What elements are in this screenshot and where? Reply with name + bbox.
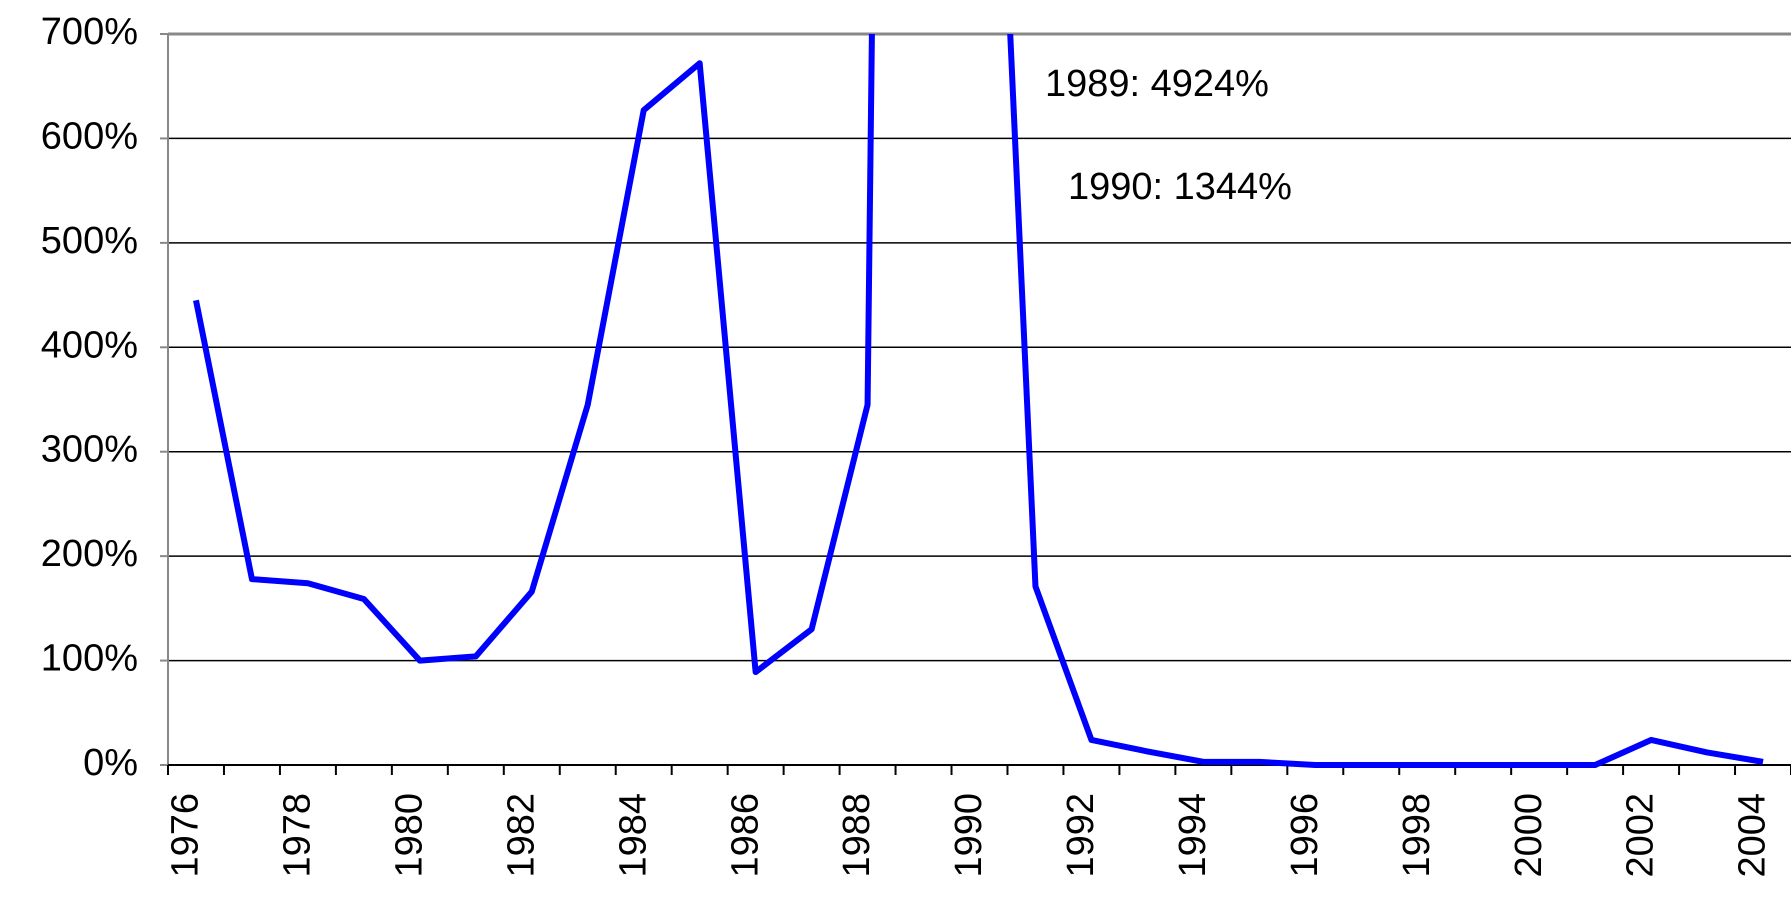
y-tick-label: 200% [41, 533, 138, 575]
x-tick-label: 1990 [948, 793, 990, 878]
data-line [193, 34, 1764, 768]
y-tick-label: 100% [41, 638, 138, 680]
x-tick-label: 1984 [612, 793, 654, 878]
x-tick-label: 1994 [1172, 793, 1214, 878]
x-tick-label: 2004 [1732, 793, 1774, 878]
y-tick-label: 500% [41, 220, 138, 262]
x-tick-label: 2002 [1620, 793, 1662, 878]
x-tick-label: 1988 [836, 793, 878, 878]
x-tick-label: 1986 [724, 793, 766, 878]
x-tick-label: 1978 [277, 793, 319, 878]
annotation: 1989: 4924% [1045, 63, 1269, 105]
y-tick-label: 300% [41, 429, 138, 471]
x-tick-label: 1992 [1060, 793, 1102, 878]
x-tick-label: 1998 [1396, 793, 1438, 878]
x-tick-label: 1982 [500, 793, 542, 878]
annotation: 1990: 1344% [1068, 166, 1292, 208]
x-tick-label: 1976 [165, 793, 207, 878]
y-tick-label: 400% [41, 324, 138, 366]
x-tick-label: 1980 [388, 793, 430, 878]
x-tick-label: 1996 [1284, 793, 1326, 878]
y-tick-label: 700% [41, 11, 138, 53]
x-tick-label: 2000 [1508, 793, 1550, 878]
y-tick-label: 600% [41, 115, 138, 157]
y-tick-label: 0% [83, 742, 138, 784]
